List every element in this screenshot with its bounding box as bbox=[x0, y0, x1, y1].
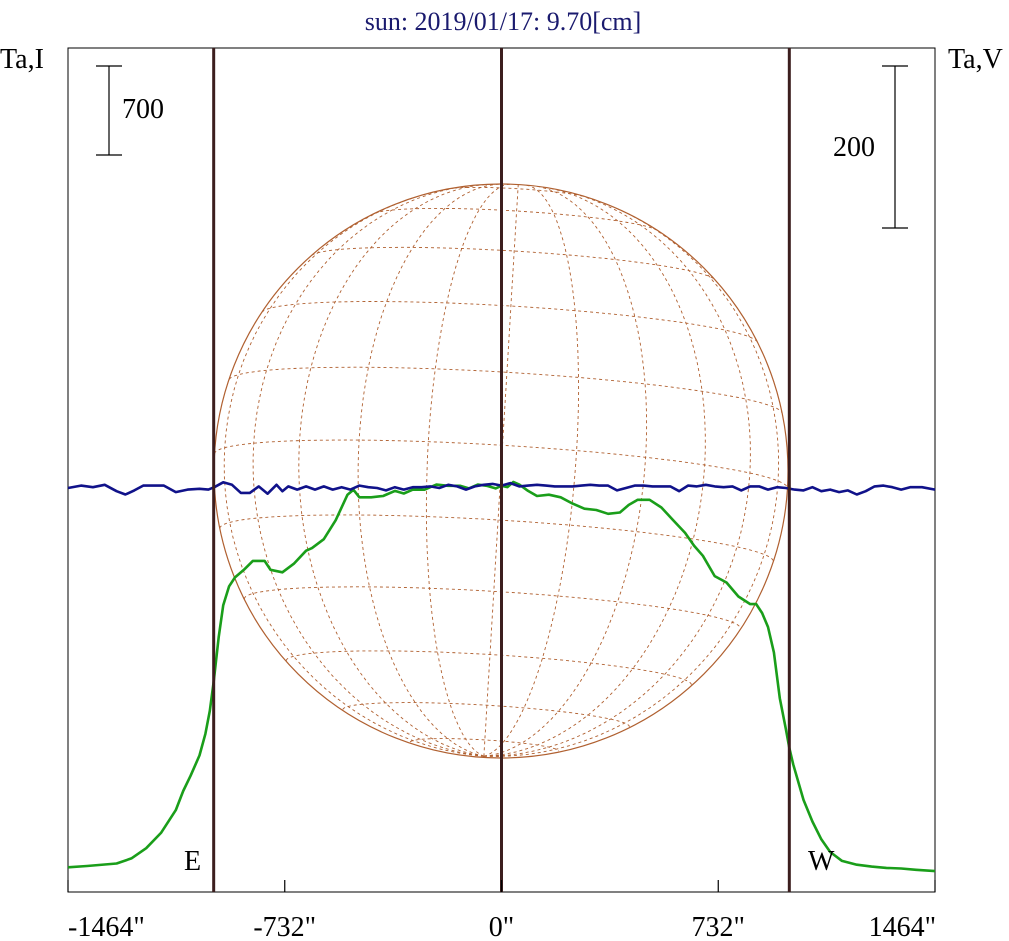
disk-grid-meridian bbox=[425, 183, 511, 757]
series-v-line bbox=[67, 481, 936, 496]
x-tick-label: 1464" bbox=[869, 912, 936, 941]
disk-grid-meridian bbox=[483, 207, 780, 757]
disk-grid-meridian bbox=[223, 195, 484, 757]
east-limb-label: E bbox=[184, 846, 201, 877]
left-scale-bar-label: 700 bbox=[122, 94, 164, 125]
disk-grid-parallel bbox=[228, 366, 783, 413]
disk-grid-parallel bbox=[342, 702, 630, 727]
x-tick-label: 0" bbox=[489, 912, 514, 941]
x-tick-label: -1464" bbox=[68, 912, 145, 941]
disk-grid-parallel bbox=[261, 301, 758, 343]
disk-grid-parallel bbox=[409, 738, 560, 752]
left-scale-bar bbox=[96, 65, 122, 156]
disk-grid-meridian bbox=[298, 183, 487, 757]
right-scale-bar-label: 200 bbox=[833, 132, 875, 163]
disk-grid-parallel bbox=[374, 207, 658, 231]
right-scale-bar bbox=[882, 65, 908, 229]
right-axis-label: Ta,V bbox=[948, 44, 1003, 75]
disk-grid-meridian bbox=[357, 183, 504, 757]
disk-grid-meridian bbox=[483, 185, 648, 757]
west-limb-label: W bbox=[808, 846, 835, 877]
series-i-line bbox=[67, 480, 936, 873]
chart-title: sun: 2019/01/17: 9.70[cm] bbox=[365, 7, 642, 36]
x-axis-ticks: -1464" -732" 0" 732" 1464" bbox=[67, 880, 936, 941]
disk-grid-meridian bbox=[483, 191, 751, 757]
x-tick-label: 732" bbox=[692, 912, 745, 941]
left-axis-label: Ta,I bbox=[0, 44, 44, 75]
disk-grid-meridian bbox=[483, 187, 706, 757]
disk-grid-meridian bbox=[483, 184, 580, 757]
disk-grid-parallel bbox=[285, 650, 692, 686]
disk-grid-parallel bbox=[243, 586, 741, 629]
x-tick-label: -732" bbox=[253, 912, 316, 941]
limb-markers bbox=[212, 48, 791, 892]
disk-grid-meridian bbox=[252, 185, 484, 757]
